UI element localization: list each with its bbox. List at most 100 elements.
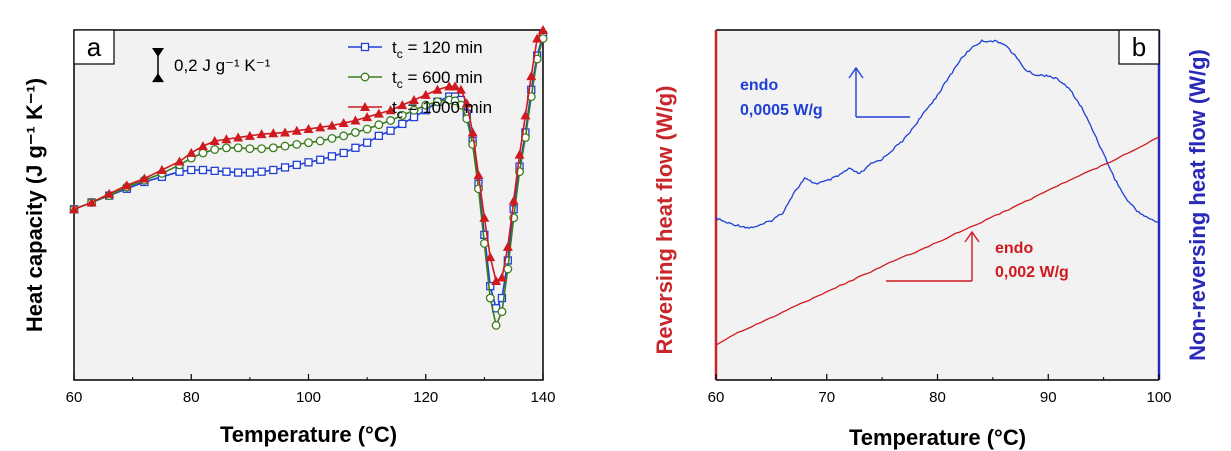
scale-bar-label: 0,2 J g⁻¹ K⁻¹ [174,56,271,75]
data-point-a-2 [502,241,513,251]
data-point-a-1 [339,131,349,141]
y-axis-label-left-b: Reversing heat flow (W/g) [652,86,677,355]
data-point-a-2 [315,122,326,132]
data-point-a-1 [315,136,325,146]
x-tick-label-b-3: 90 [1040,389,1057,406]
plot-area-b [716,30,1159,380]
annotation-blue-line1: endo [740,77,778,94]
x-axis-label-b: Temperature (°C) [849,425,1026,450]
data-point-a-2 [432,84,443,94]
data-point-a-0 [351,143,360,152]
series-line-a-1 [73,38,544,328]
series-a-2 [69,25,548,285]
data-point-a-2 [485,252,496,262]
x-tick-label-b-0: 60 [708,389,725,406]
data-point-a-2 [479,212,490,222]
plot-area-a [73,29,544,381]
data-point-a-0 [257,167,266,176]
panel-tag-b: b [1132,32,1146,62]
data-point-a-1 [350,127,360,137]
data-point-a-2 [473,170,484,180]
data-point-a-2 [508,195,519,205]
data-point-a-2 [397,100,408,110]
data-point-a-2 [104,188,115,198]
data-point-a-2 [280,127,291,137]
data-point-a-2 [86,197,97,207]
x-tick-label-a-4: 140 [530,389,555,406]
data-point-a-2 [496,272,507,282]
data-point-a-1 [374,120,384,130]
data-point-a-2 [532,33,543,43]
data-point-a-2 [338,118,349,128]
data-point-a-1 [362,124,372,134]
data-point-a-0 [222,167,231,176]
data-point-a-0 [233,168,243,177]
data-point-a-0 [304,158,313,167]
data-point-a-1 [433,97,442,107]
data-point-a-2 [420,89,431,99]
x-axis-label-a: Temperature (°C) [220,422,397,447]
data-point-a-0 [245,168,255,177]
data-point-a-0 [187,165,196,175]
data-point-a-2 [326,120,337,130]
data-point-a-2 [526,71,537,81]
panel-b-chart: 60 70 80 90 100 Temperature (°C) Reversing hea… [652,29,1210,450]
panel-tag-a: a [87,32,102,62]
data-point-a-2 [244,130,255,140]
legend-label-0: tc = 120 min [392,38,483,61]
data-point-a-1 [210,145,220,154]
series-line-b-reversing [715,136,1160,346]
legend-marker-1 [360,72,370,82]
panel-tag-box-a [73,29,115,65]
scale-bar-top-cap [152,48,164,57]
data-point-a-2 [491,275,502,285]
data-point-a-0 [210,166,219,176]
x-tick-label-b-1: 70 [818,389,835,406]
series-line-a-0 [73,34,544,311]
data-point-a-1 [233,143,243,153]
data-point-a-1 [327,133,337,143]
x-tick-label-a-0: 60 [66,389,83,406]
data-point-a-2 [268,128,279,138]
data-point-a-1 [268,143,278,153]
data-point-a-1 [485,293,495,303]
data-point-a-1 [409,105,419,115]
data-point-a-0 [339,148,348,158]
data-point-a-0 [398,119,407,129]
annotation-red-arrow-head [964,230,980,243]
data-point-a-2 [450,81,461,91]
annotation-red-line1: endo [995,240,1033,257]
data-point-a-2 [520,110,531,120]
data-point-a-1 [503,264,513,274]
data-point-a-2 [362,112,373,122]
data-point-a-2 [373,108,384,118]
annotation-blue-line2: 0,0005 W/g [740,102,823,119]
data-point-a-1 [386,116,396,125]
data-point-a-1 [491,320,501,330]
data-point-a-0 [269,165,278,175]
panel-tag-box-b [1118,29,1160,65]
data-point-a-1 [221,143,231,153]
data-point-a-2 [455,84,466,94]
data-point-a-1 [257,144,267,154]
legend-label-2: tc = 1000 min [392,98,492,121]
data-point-a-1 [245,144,255,154]
data-point-a-2 [221,134,232,144]
data-point-a-1 [198,148,208,158]
data-point-a-2 [186,147,197,157]
data-point-a-2 [303,124,314,134]
data-point-a-0 [292,160,301,170]
data-point-a-2 [209,135,220,145]
data-point-a-0 [374,131,384,141]
data-point-a-2 [69,204,79,214]
data-point-a-2 [538,25,548,34]
data-point-a-2 [256,129,267,139]
data-point-a-2 [385,105,396,115]
panel-a-chart: 60 80 100 120 140 Temperature (°C) Heat capaci… [22,25,556,447]
scale-bar-bottom-cap [152,73,164,83]
data-point-a-1 [421,100,431,110]
data-point-a-1 [292,139,302,149]
data-point-a-0 [486,281,495,291]
data-point-a-0 [316,155,325,164]
